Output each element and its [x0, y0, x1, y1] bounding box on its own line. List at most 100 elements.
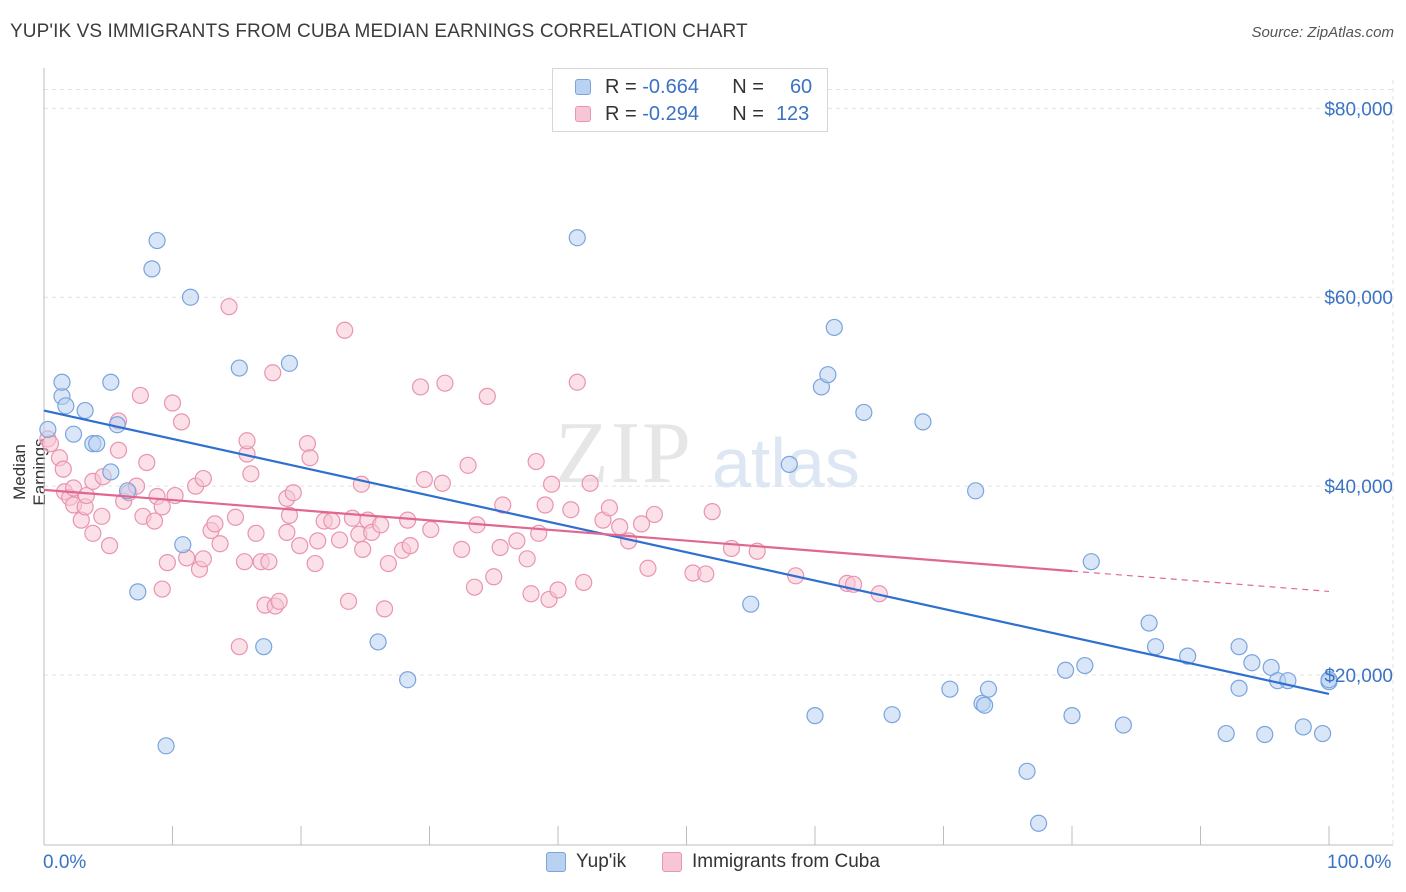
data-point-yupik — [64, 425, 83, 443]
data-point-yupik — [979, 680, 998, 698]
legend-swatch-yupik — [546, 852, 566, 872]
data-point-cuba — [226, 508, 245, 526]
data-point-cuba — [645, 505, 663, 524]
data-point-yupik — [57, 397, 75, 415]
data-point-cuba — [309, 532, 327, 550]
data-point-cuba — [415, 470, 433, 489]
data-point-cuba — [163, 394, 182, 412]
legend-row-yupik: R = -0.664 N = 60 — [575, 75, 812, 99]
data-point-yupik — [1313, 724, 1332, 743]
legend-row-cuba: R = -0.294 N = 123 — [575, 102, 809, 126]
watermark: ZIP atlas — [555, 405, 860, 502]
data-point-cuba — [401, 537, 419, 555]
data-point-cuba — [278, 523, 296, 541]
data-point-cuba — [109, 441, 128, 459]
legend-item-yupik: Yup'ik — [546, 851, 626, 873]
data-point-yupik — [1230, 679, 1248, 697]
data-point-cuba — [697, 565, 715, 583]
data-point-cuba — [54, 460, 72, 478]
data-point-yupik — [76, 401, 94, 420]
data-point-yupik — [819, 366, 837, 384]
x-tick-label-min: 0.0% — [43, 852, 87, 873]
data-point-cuba — [478, 387, 496, 405]
data-point-cuba — [527, 452, 545, 471]
data-point-yupik — [1018, 762, 1036, 780]
data-point-cuba — [301, 449, 319, 467]
data-point-cuba — [220, 298, 238, 316]
data-point-cuba — [600, 499, 619, 517]
y-tick-label: $40,000 — [1324, 477, 1393, 498]
data-point-yupik — [129, 583, 147, 601]
trend-line-yupik — [43, 409, 1330, 695]
data-point-cuba — [138, 453, 156, 472]
data-point-cuba — [84, 524, 102, 542]
data-point-cuba — [194, 550, 212, 568]
data-point-cuba — [264, 364, 282, 382]
data-point-cuba — [491, 538, 509, 557]
series-yupik — [39, 229, 1338, 832]
data-point-cuba — [194, 469, 212, 488]
data-point-yupik — [914, 413, 932, 431]
data-point-cuba — [284, 484, 302, 502]
data-point-cuba — [343, 509, 361, 527]
data-point-cuba — [211, 535, 229, 553]
data-point-yupik — [1082, 553, 1100, 571]
legend-r-label: R = — [605, 75, 637, 98]
data-point-yupik — [780, 455, 798, 473]
data-point-cuba — [632, 515, 651, 533]
data-point-yupik — [967, 482, 985, 500]
data-point-cuba — [247, 524, 265, 542]
data-point-yupik — [88, 435, 106, 453]
data-point-yupik — [369, 633, 387, 651]
data-point-cuba — [518, 550, 536, 568]
data-point-cuba — [453, 540, 471, 558]
data-point-yupik — [941, 680, 959, 698]
data-point-yupik — [568, 229, 586, 247]
data-point-cuba — [549, 581, 567, 599]
data-point-cuba — [372, 516, 390, 534]
legend-n-value: 60 — [789, 75, 813, 98]
watermark-zip: ZIP — [555, 405, 693, 502]
data-point-yupik — [143, 260, 161, 278]
data-point-yupik — [181, 288, 200, 306]
axes — [43, 68, 1393, 846]
data-point-yupik — [39, 420, 57, 439]
data-point-cuba — [568, 373, 586, 391]
data-point-cuba — [242, 465, 260, 483]
data-point-yupik — [174, 536, 192, 554]
data-point-yupik — [148, 231, 166, 250]
data-point-cuba — [131, 386, 149, 405]
data-point-cuba — [235, 553, 254, 571]
data-point-yupik — [855, 403, 873, 422]
data-point-cuba — [93, 507, 111, 525]
data-point-yupik — [976, 696, 994, 714]
data-point-cuba — [703, 503, 721, 521]
series-immigrants-from-cuba — [39, 298, 888, 656]
data-point-cuba — [330, 531, 349, 549]
legend-item-cuba: Immigrants from Cuba — [662, 851, 880, 873]
data-point-yupik — [1320, 671, 1338, 689]
y-tick-label: $80,000 — [1324, 99, 1393, 120]
data-point-cuba — [422, 520, 440, 539]
legend-n-value: 123 — [775, 102, 810, 125]
data-point-yupik — [1217, 724, 1235, 743]
data-point-cuba — [206, 515, 224, 533]
x-tick-label-max: 100.0% — [1327, 852, 1392, 873]
data-point-cuba — [280, 506, 299, 524]
data-point-cuba — [436, 374, 454, 392]
data-point-yupik — [742, 595, 760, 613]
series-legend: Yup'ik Immigrants from Cuba — [0, 851, 1406, 877]
data-point-yupik — [1063, 707, 1081, 725]
data-point-cuba — [230, 638, 248, 656]
data-point-yupik — [1146, 638, 1165, 656]
data-point-cuba — [522, 585, 540, 603]
data-point-yupik — [230, 359, 248, 377]
data-point-cuba — [41, 435, 60, 453]
y-tick-label: $20,000 — [1324, 666, 1393, 687]
data-point-yupik — [1243, 654, 1261, 672]
data-point-cuba — [581, 474, 599, 492]
data-point-cuba — [375, 600, 394, 618]
data-point-cuba — [459, 456, 477, 474]
data-point-yupik — [1294, 718, 1312, 736]
data-point-cuba — [339, 592, 358, 610]
